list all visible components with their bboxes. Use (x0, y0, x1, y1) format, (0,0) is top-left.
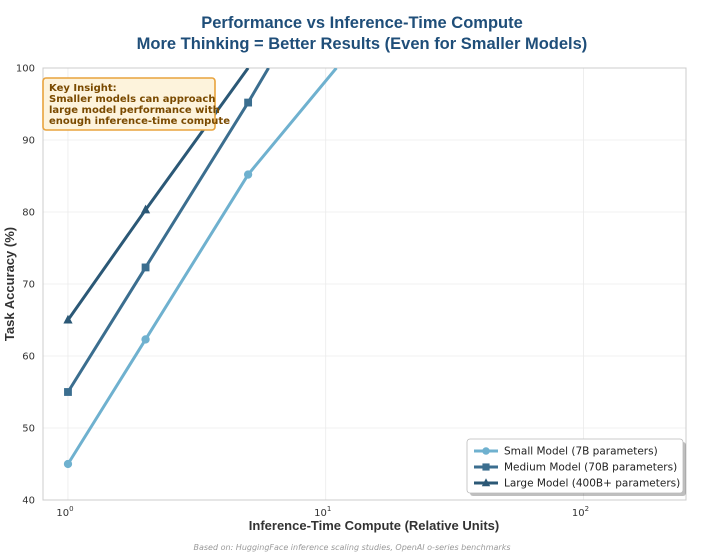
key-insight-line: enough inference-time compute (49, 116, 230, 127)
legend: Small Model (7B parameters) Medium Model … (466, 438, 686, 496)
chart-title-line-2: More Thinking = Better Results (Even for… (137, 35, 588, 53)
data-point-series-1 (141, 263, 150, 272)
data-point-series-0 (63, 459, 73, 469)
x-tick-label: 101 (314, 505, 331, 519)
x-tick-label: 102 (572, 505, 589, 519)
key-insight-line: Key Insight: (49, 83, 117, 94)
legend-marker (482, 463, 490, 471)
data-point-series-0 (141, 335, 150, 344)
y-axis-ticks: 40 50 60 70 80 90 100 (16, 64, 35, 507)
plot-area (42, 67, 687, 501)
key-insight-line: Smaller models can approach (49, 94, 215, 105)
key-insight-line: large model performance with (49, 105, 220, 116)
legend-marker (482, 447, 490, 455)
data-point-series-2 (63, 314, 73, 324)
key-insight-annotation: Key Insight: Smaller models can approach… (42, 77, 230, 131)
x-axis-ticks: 100 101 102 (56, 505, 589, 519)
y-axis-label: Task Accuracy (%) (2, 227, 17, 341)
x-axis-label: Inference-Time Compute (Relative Units) (249, 518, 499, 533)
y-tick-label: 50 (22, 424, 35, 435)
x-tick-label: 100 (56, 505, 73, 519)
source-caption: Based on: HuggingFace inference scaling … (194, 543, 511, 552)
legend-label: Large Model (400B+ parameters) (504, 478, 680, 490)
data-point-series-2 (140, 204, 151, 214)
legend-label: Medium Model (70B parameters) (504, 462, 677, 474)
data-point-series-1 (244, 98, 253, 107)
series-line-0 (66, 68, 338, 465)
y-tick-label: 60 (22, 352, 35, 363)
y-tick-label: 90 (22, 136, 35, 147)
legend-marker (481, 478, 491, 487)
data-point-series-0 (243, 170, 253, 179)
key-insight-box (42, 77, 216, 131)
series-line-1 (66, 68, 270, 393)
grid (43, 67, 686, 501)
y-tick-label: 100 (16, 64, 35, 75)
y-tick-label: 40 (22, 496, 35, 507)
series-markers (63, 98, 253, 469)
y-tick-label: 70 (22, 280, 35, 291)
legend-label: Small Model (7B parameters) (504, 446, 658, 458)
data-point-series-1 (64, 388, 72, 396)
chart-title-line-1: Performance vs Inference-Time Compute (201, 14, 523, 32)
legend-box (466, 438, 684, 494)
y-tick-label: 80 (22, 208, 35, 219)
